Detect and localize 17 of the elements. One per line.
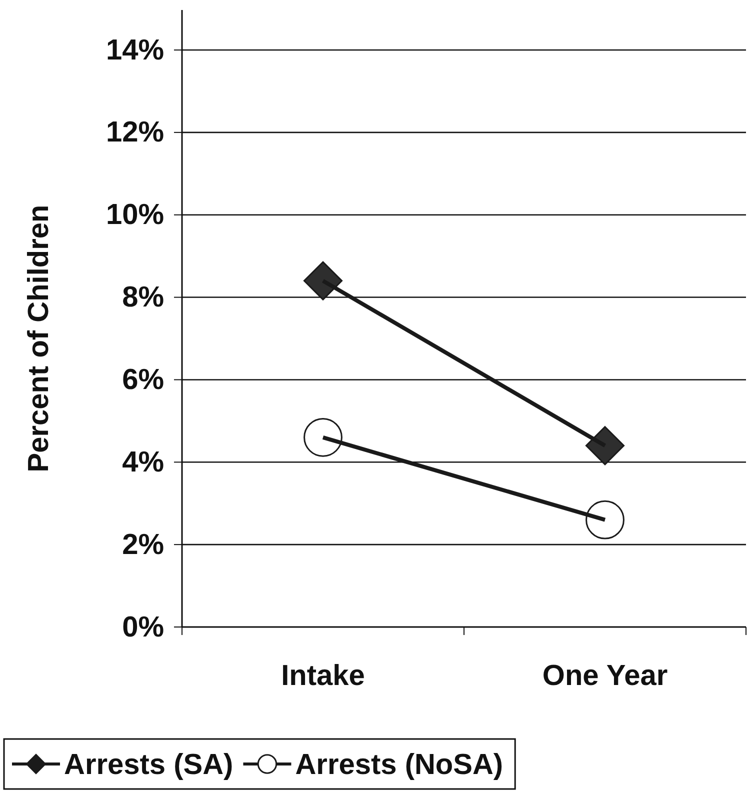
y-axis-title: Percent of Children [23,204,55,472]
legend-label: Arrests (NoSA) [295,749,504,781]
point [585,426,625,466]
point [586,500,624,540]
y-tick-label: 14% [106,34,164,66]
x-tick-label: One Year [542,660,668,692]
x-tick-label: Intake [281,660,365,692]
y-tick-label: 12% [106,116,164,149]
point [304,418,342,457]
y-tick-label: 6% [122,364,164,396]
point [303,261,343,300]
y-tick-label: 8% [122,282,164,314]
y-tick-label: 10% [106,199,164,232]
y-tick-label: 4% [122,446,164,478]
y-tick-label: 0% [122,611,164,644]
legend-label: Arrests (SA) [64,749,234,781]
y-tick-label: 2% [122,528,164,561]
